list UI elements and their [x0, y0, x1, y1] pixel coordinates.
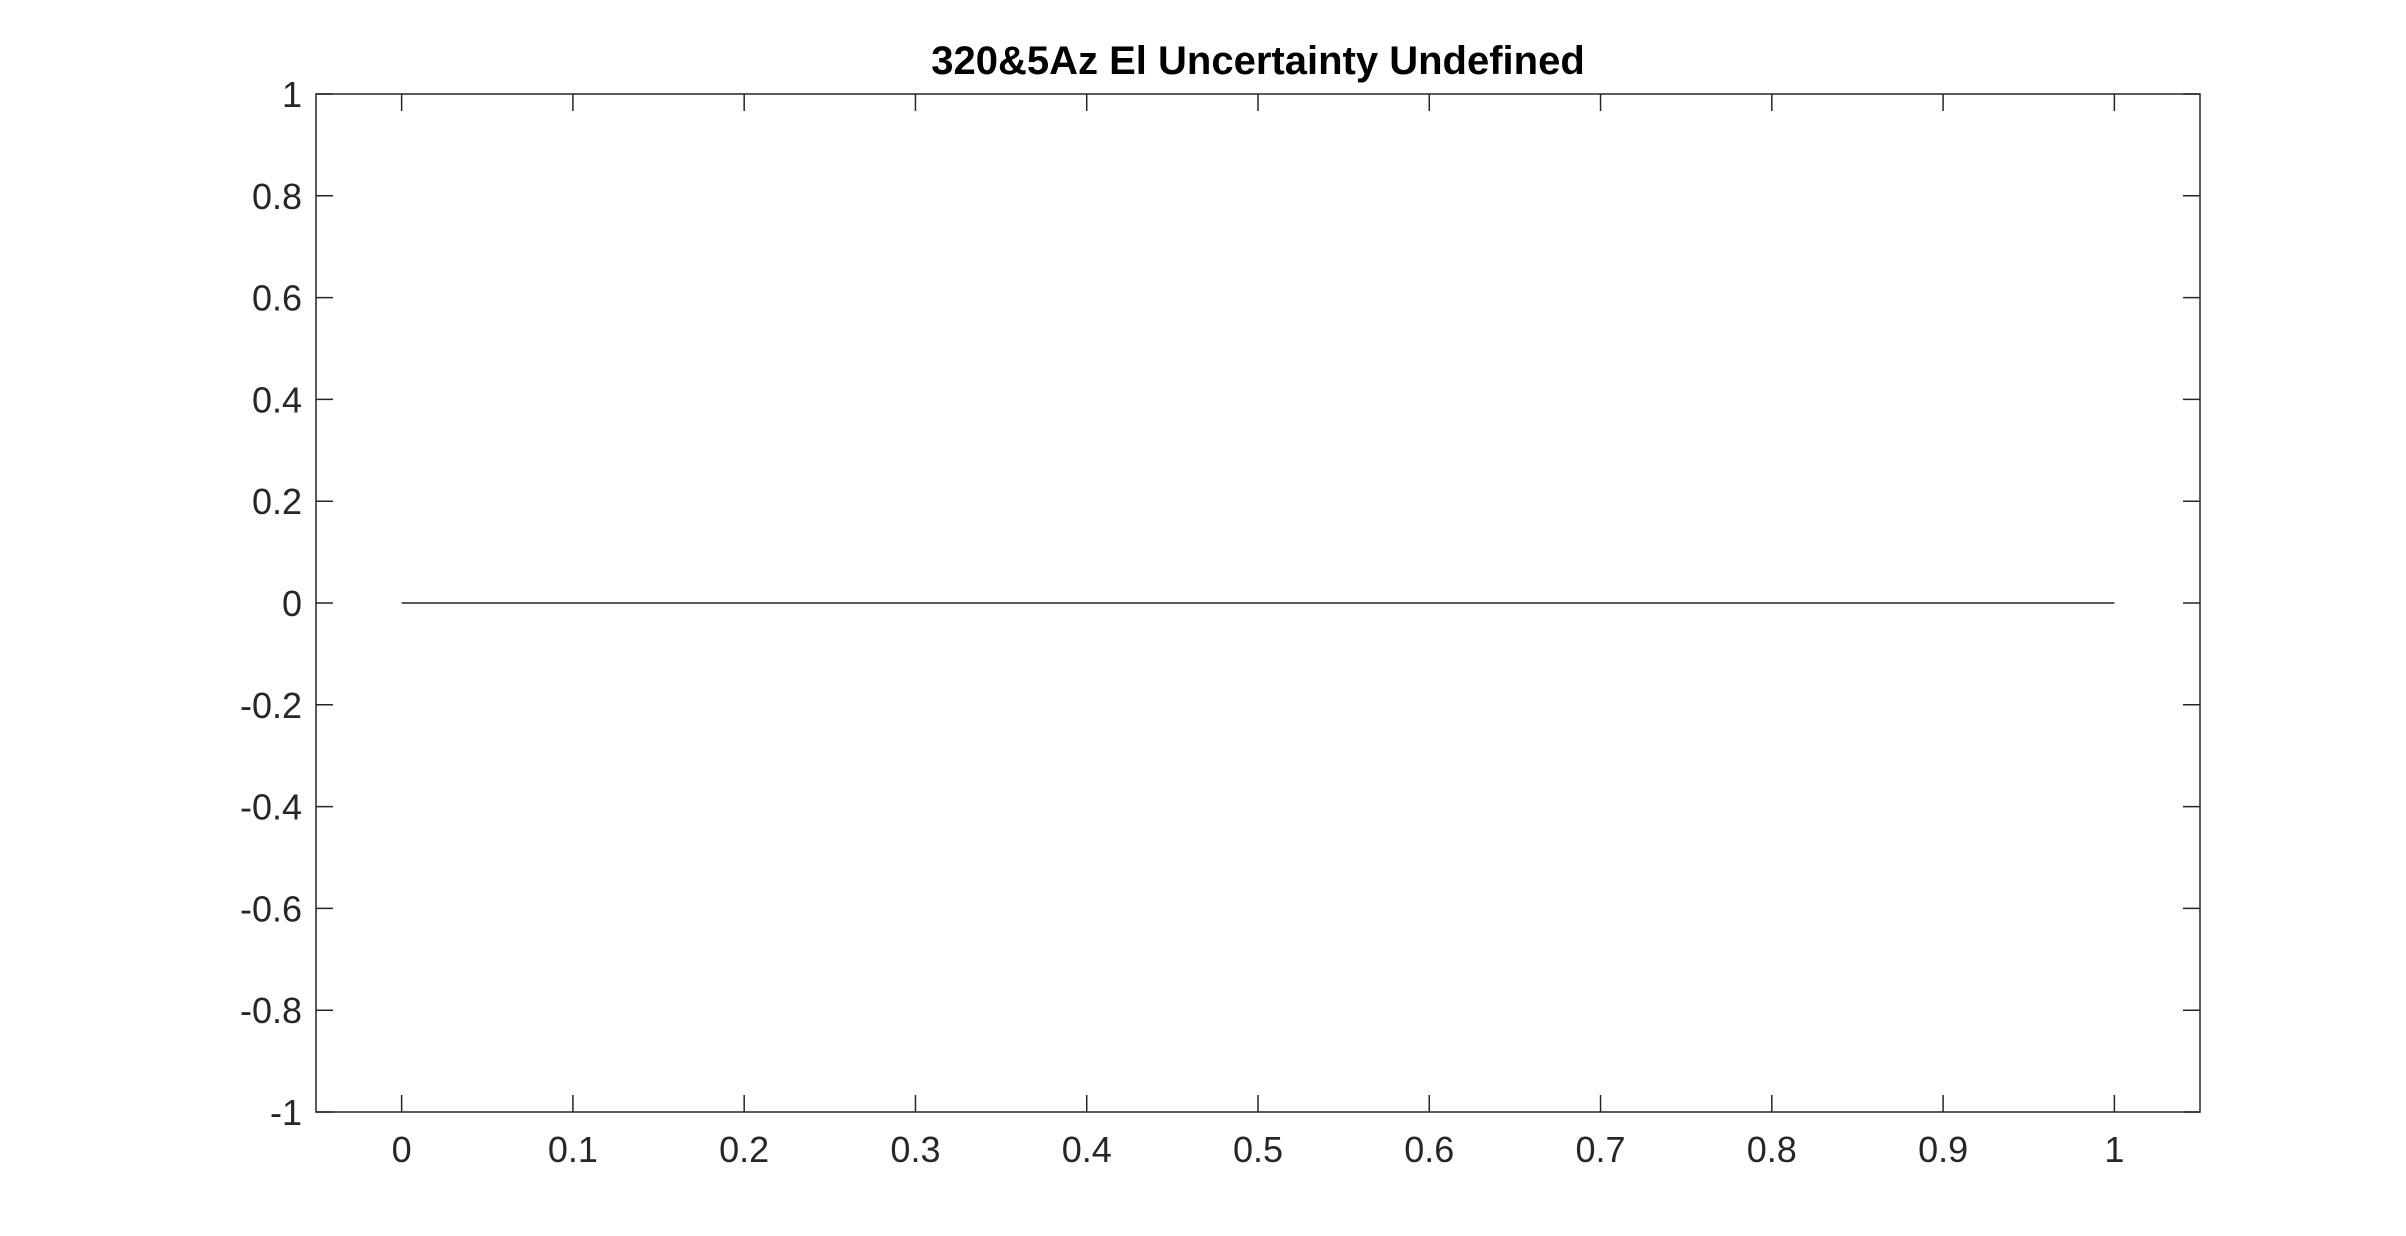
x-tick-label: 0.9 [1918, 1129, 1968, 1170]
x-tick-label: 0.1 [548, 1129, 598, 1170]
x-tick-label: 0.3 [890, 1129, 940, 1170]
x-axis: 0 0.1 0.2 0.3 0.4 0.5 0.6 0.7 0.8 0.9 1 [392, 94, 2124, 1170]
chart-title: 320&5Az El Uncertainty Undefined [931, 39, 1585, 83]
y-tick-label: 0.4 [252, 379, 302, 420]
y-tick-label: -0.6 [240, 888, 302, 929]
x-tick-label: 0.5 [1233, 1129, 1283, 1170]
y-tick-label: 0.2 [252, 481, 302, 522]
y-tick-label: -0.4 [240, 787, 302, 828]
y-axis: -1 -0.8 -0.6 -0.4 -0.2 0 0.2 0.4 0.6 0.8 1 [240, 74, 2200, 1133]
y-tick-label: 0.8 [252, 176, 302, 217]
x-tick-label: 0.6 [1404, 1129, 1454, 1170]
y-tick-label: 0.6 [252, 278, 302, 319]
x-tick-label: 0.4 [1062, 1129, 1112, 1170]
y-tick-label: 0 [282, 583, 302, 624]
y-tick-label: 1 [282, 74, 302, 115]
y-tick-label: -0.2 [240, 685, 302, 726]
y-tick-label: -1 [270, 1092, 302, 1133]
x-tick-label: 1 [2104, 1129, 2124, 1170]
y-tick-label: -0.8 [240, 990, 302, 1031]
x-tick-label: 0 [392, 1129, 412, 1170]
x-tick-label: 0.2 [719, 1129, 769, 1170]
x-tick-label: 0.8 [1747, 1129, 1797, 1170]
x-tick-label: 0.7 [1576, 1129, 1626, 1170]
